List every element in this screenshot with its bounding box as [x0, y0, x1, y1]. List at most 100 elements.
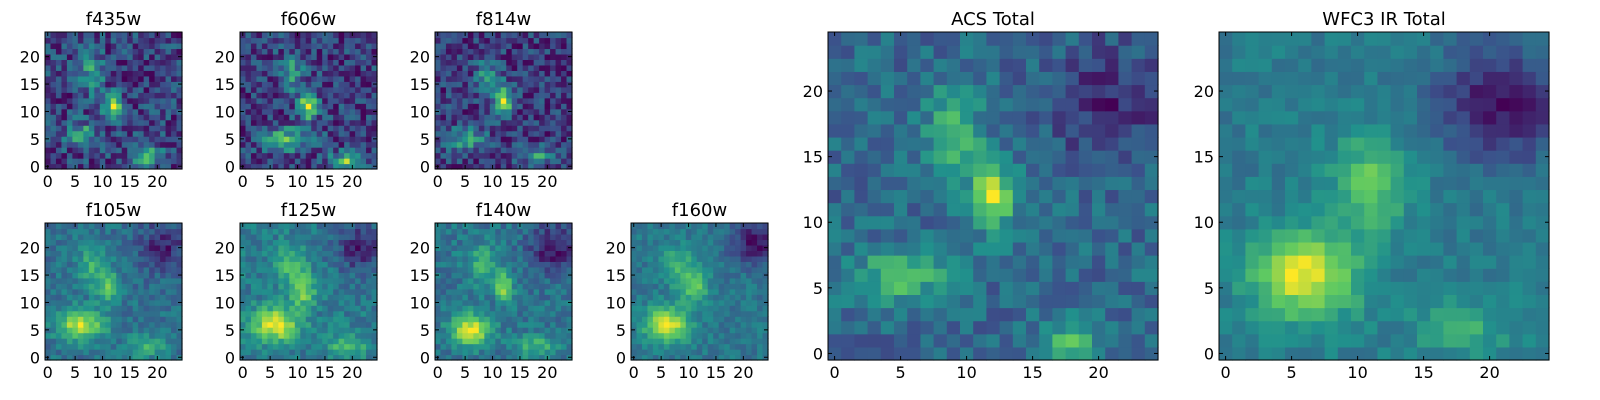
- heatmap-cell: [435, 97, 442, 104]
- heatmap-cell: [355, 59, 362, 66]
- heatmap-cell: [349, 228, 356, 235]
- heatmap-cell: [338, 272, 345, 279]
- heatmap-cell: [1052, 307, 1067, 322]
- heatmap-cell: [261, 354, 268, 361]
- heatmap-cell: [116, 294, 123, 301]
- heatmap-cell: [539, 338, 546, 345]
- heatmap-cell: [489, 125, 496, 132]
- heatmap-cell: [355, 64, 362, 71]
- heatmap-cell: [327, 141, 334, 148]
- heatmap-cell: [245, 70, 252, 77]
- heatmap-cell: [355, 327, 362, 334]
- heatmap-cell: [250, 130, 258, 137]
- heatmap-cell: [245, 338, 252, 345]
- heatmap-cell: [72, 158, 79, 165]
- heatmap-cell: [880, 307, 895, 322]
- heatmap-cell: [245, 316, 252, 323]
- heatmap-cell: [110, 250, 117, 257]
- heatmap-cell: [946, 176, 961, 191]
- axes-frame: [239, 31, 378, 170]
- heatmap-cell: [45, 70, 52, 77]
- heatmap-cell: [88, 294, 95, 301]
- heatmap-cell: [344, 277, 351, 284]
- heatmap-cell: [338, 223, 345, 230]
- heatmap-cell: [316, 261, 323, 268]
- heatmap-cell: [132, 37, 139, 44]
- heatmap-cell: [99, 92, 106, 99]
- heatmap-cell: [762, 305, 769, 312]
- heatmap-cell: [685, 327, 692, 334]
- heatmap-cell: [674, 299, 681, 306]
- heatmap-cell: [355, 92, 362, 99]
- heatmap-cell: [110, 310, 117, 317]
- heatmap-cell: [45, 288, 52, 295]
- heatmap-cell: [300, 244, 307, 251]
- heatmap-cell: [245, 130, 252, 137]
- heatmap-cell: [283, 136, 290, 143]
- heatmap-cell: [66, 250, 73, 257]
- heatmap-cell: [478, 316, 485, 323]
- heatmap-cell: [696, 299, 703, 306]
- heatmap-cell: [751, 310, 758, 317]
- heatmap-cell: [283, 277, 290, 284]
- heatmap-cell: [143, 53, 150, 60]
- heatmap-cell: [77, 223, 84, 230]
- heatmap-cell: [333, 255, 340, 262]
- heatmap-cell: [300, 92, 307, 99]
- heatmap-cell: [305, 316, 312, 323]
- heatmap-cell: [138, 272, 145, 279]
- heatmap-cell: [561, 233, 568, 241]
- heatmap-cell: [338, 147, 345, 154]
- heatmap-cell: [316, 294, 323, 301]
- heatmap-cell: [907, 281, 921, 295]
- heatmap-cell: [344, 59, 351, 66]
- heatmap-cell: [245, 108, 252, 115]
- heatmap-cell: [366, 261, 373, 268]
- heatmap-cell: [138, 114, 145, 121]
- heatmap-cell: [72, 103, 79, 110]
- heatmap-cell: [691, 239, 698, 246]
- heatmap-cell: [88, 283, 95, 290]
- heatmap-cell: [83, 310, 90, 317]
- heatmap-cell: [165, 130, 172, 137]
- heatmap-cell: [94, 299, 101, 306]
- heatmap-cell: [94, 114, 101, 121]
- heatmap-cell: [143, 97, 150, 104]
- heatmap-cell: [566, 223, 573, 230]
- heatmap-cell: [360, 316, 367, 323]
- heatmap-cell: [685, 310, 692, 317]
- heatmap-cell: [647, 349, 654, 356]
- heatmap-cell: [462, 147, 469, 154]
- heatmap-cell: [294, 255, 301, 262]
- heatmap-cell: [539, 299, 546, 306]
- heatmap-cell: [322, 255, 329, 262]
- heatmap-cell: [511, 316, 518, 323]
- heatmap-cell: [669, 321, 676, 328]
- heatmap-cell: [250, 75, 258, 82]
- heatmap-cell: [245, 239, 252, 246]
- y-tick-label: 10: [410, 293, 430, 312]
- heatmap-cell: [349, 158, 356, 165]
- heatmap-cell: [278, 332, 285, 339]
- heatmap-cell: [1052, 241, 1067, 256]
- heatmap-cell: [473, 244, 480, 251]
- heatmap-cell: [165, 305, 172, 312]
- heatmap-cell: [685, 349, 692, 356]
- heatmap-cell: [272, 343, 279, 350]
- heatmap-cell: [550, 103, 557, 110]
- heatmap-cell: [176, 103, 183, 110]
- heatmap-cell: [149, 316, 156, 323]
- heatmap-cell: [250, 233, 258, 241]
- heatmap-cell: [149, 272, 156, 279]
- heatmap-cell: [245, 261, 252, 268]
- heatmap-cell: [500, 158, 507, 165]
- heatmap-cell: [451, 32, 458, 39]
- y-tick-label: 5: [30, 130, 40, 149]
- heatmap-cell: [88, 114, 95, 121]
- heatmap-cell: [451, 250, 458, 257]
- heatmap-cell: [267, 332, 274, 339]
- heatmap-cell: [467, 266, 474, 273]
- heatmap-cell: [724, 349, 731, 356]
- heatmap-cell: [83, 81, 90, 88]
- heatmap-cell: [451, 59, 458, 66]
